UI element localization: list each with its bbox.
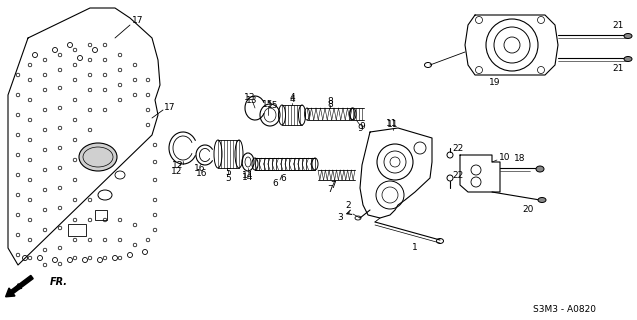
Ellipse shape — [79, 143, 117, 171]
Text: 14: 14 — [242, 171, 254, 180]
Text: 22: 22 — [452, 171, 464, 180]
Text: 8: 8 — [327, 100, 333, 108]
Text: 13: 13 — [244, 92, 255, 101]
Text: 6: 6 — [280, 173, 286, 182]
Text: 12: 12 — [171, 166, 183, 175]
Text: 15: 15 — [268, 100, 279, 109]
Bar — [95, 210, 107, 220]
Text: 13: 13 — [247, 95, 258, 105]
Text: 17: 17 — [132, 15, 144, 25]
Text: 20: 20 — [522, 205, 534, 214]
Text: 3: 3 — [337, 213, 343, 222]
Ellipse shape — [536, 166, 544, 172]
Text: 11: 11 — [387, 119, 399, 129]
Text: 12: 12 — [173, 161, 183, 170]
Text: 4: 4 — [289, 94, 295, 103]
Text: 16: 16 — [194, 164, 206, 172]
Text: 9: 9 — [359, 122, 365, 131]
Text: 6: 6 — [272, 179, 278, 188]
Text: 19: 19 — [489, 77, 501, 86]
Text: 7: 7 — [327, 185, 333, 194]
Bar — [68, 224, 86, 236]
Text: 10: 10 — [499, 153, 511, 162]
FancyArrow shape — [6, 276, 33, 297]
Text: 15: 15 — [262, 100, 274, 108]
Text: 2: 2 — [345, 201, 351, 210]
Text: 17: 17 — [164, 102, 176, 111]
Text: 18: 18 — [514, 154, 526, 163]
Text: 5: 5 — [225, 173, 231, 182]
Text: 4: 4 — [289, 92, 295, 101]
Ellipse shape — [624, 57, 632, 61]
Text: 16: 16 — [196, 169, 208, 178]
Text: 14: 14 — [242, 172, 254, 181]
Text: 21: 21 — [612, 63, 624, 73]
Text: 7: 7 — [330, 180, 336, 189]
Text: 22: 22 — [452, 143, 464, 153]
Ellipse shape — [538, 197, 546, 203]
Text: 8: 8 — [327, 97, 333, 106]
Text: 1: 1 — [412, 244, 418, 252]
Text: 5: 5 — [225, 167, 231, 177]
Text: 9: 9 — [357, 124, 363, 132]
Ellipse shape — [624, 34, 632, 38]
Text: FR.: FR. — [50, 277, 68, 287]
Text: 11: 11 — [386, 118, 397, 127]
Text: S3M3 - A0820: S3M3 - A0820 — [534, 306, 596, 315]
Text: 21: 21 — [612, 20, 624, 29]
